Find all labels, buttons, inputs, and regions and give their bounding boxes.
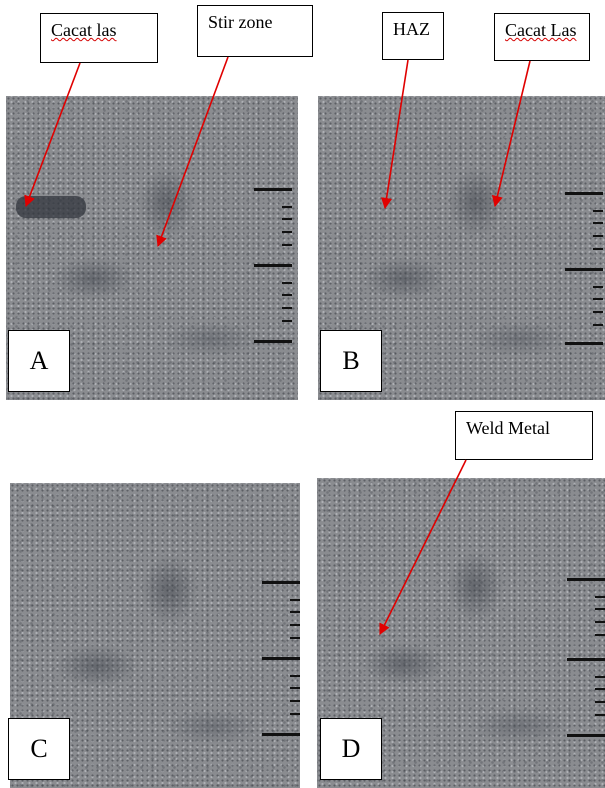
callout-weld-metal: Weld Metal (455, 411, 593, 460)
panel-label-d: D (320, 718, 382, 780)
panel-letter: C (30, 734, 48, 763)
scale-bar (260, 581, 300, 741)
callout-cacat-las-a: Cacat las (40, 13, 158, 63)
panel-letter: D (341, 734, 361, 763)
callout-label: Weld Metal (466, 418, 551, 438)
callout-label: Cacat Las (505, 20, 577, 40)
panel-label-c: C (8, 718, 70, 780)
callout-label: HAZ (393, 19, 430, 39)
callout-stir-zone: Stir zone (197, 5, 313, 57)
panel-letter: B (342, 346, 360, 375)
callout-cacat-las-b: Cacat Las (494, 13, 590, 61)
weld-defect-region (16, 196, 86, 218)
panel-label-b: B (320, 330, 382, 392)
callout-label: Stir zone (208, 12, 273, 32)
scale-bar (563, 192, 603, 352)
callout-label: Cacat las (51, 20, 117, 40)
panel-label-a: A (8, 330, 70, 392)
scale-bar (565, 578, 605, 738)
panel-letter: A (29, 346, 49, 375)
callout-haz: HAZ (382, 12, 444, 60)
micrograph-panel-b (318, 96, 605, 400)
scale-bar (252, 188, 292, 348)
